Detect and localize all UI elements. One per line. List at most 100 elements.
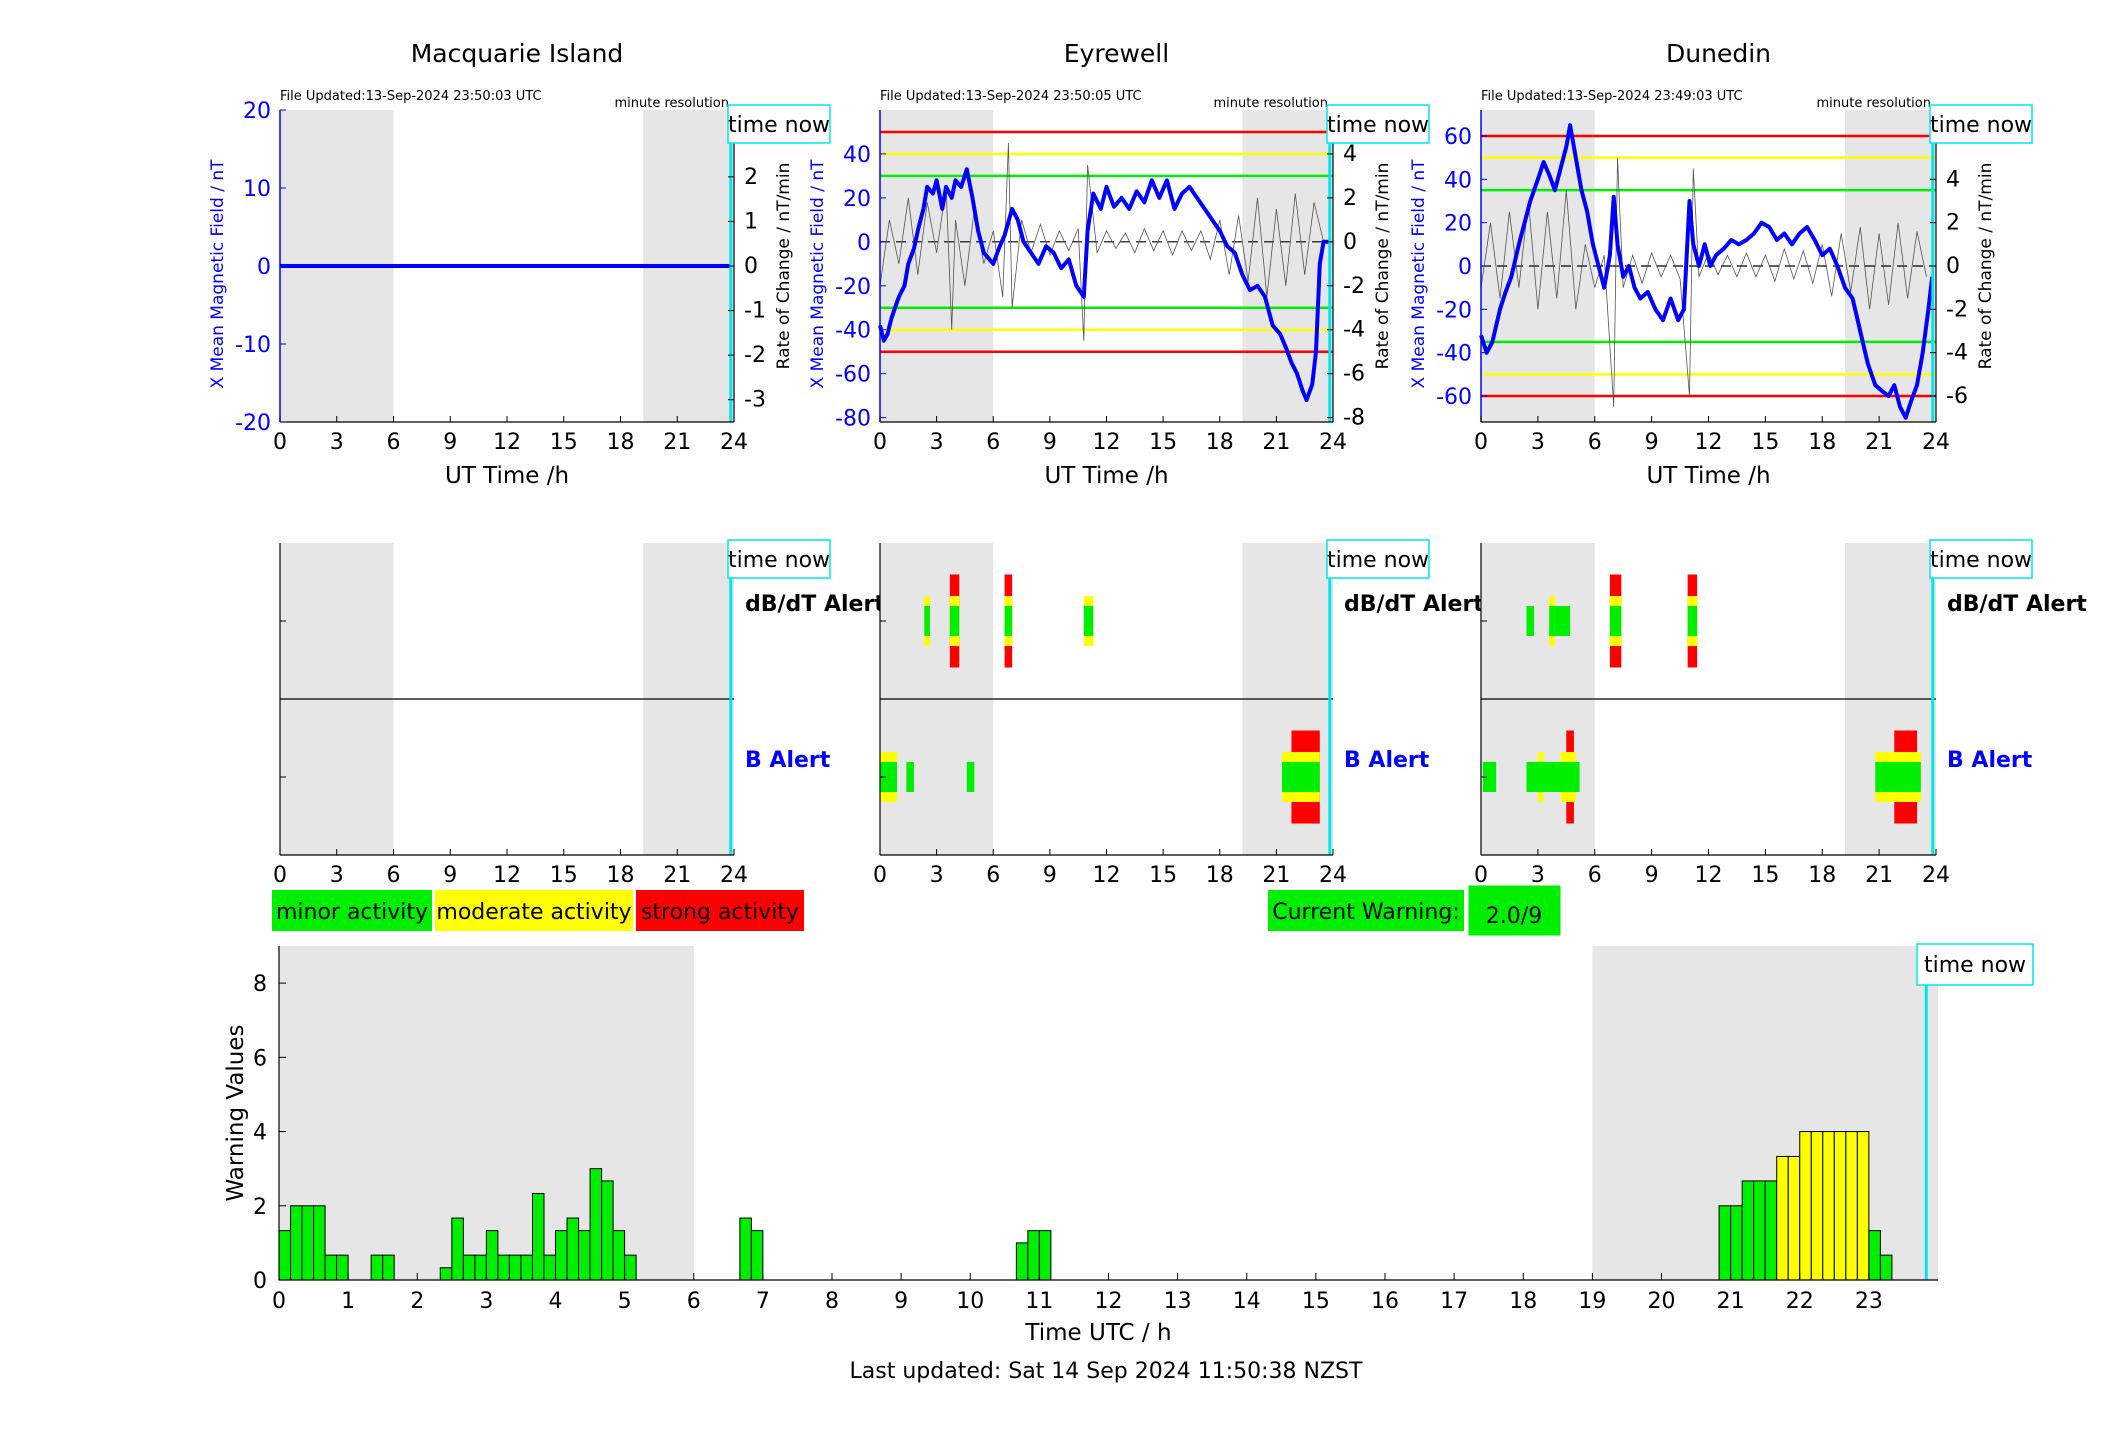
y-tick-label-left: -10	[235, 333, 271, 358]
time-now-box	[1929, 104, 2033, 144]
station-title: Macquarie Island	[411, 39, 624, 68]
warning-bar	[1822, 1131, 1835, 1281]
b-alert-block-level-1	[1482, 762, 1497, 792]
x-tick-label: 4	[549, 1289, 563, 1314]
b-alert-block-level-1	[1526, 762, 1580, 792]
warning-bar	[1038, 1230, 1052, 1281]
y-tick-label-right: -3	[744, 388, 766, 413]
warning-bar	[1868, 1230, 1881, 1281]
x-tick-label: 5	[618, 1289, 632, 1314]
warning-bar	[462, 1254, 476, 1281]
y-axis-label: Warning Values	[223, 1024, 249, 1201]
warning-bar	[520, 1254, 533, 1281]
y-tick-label-left: 40	[1444, 168, 1472, 193]
warning-bar	[474, 1254, 487, 1281]
warning-bar	[1799, 1131, 1812, 1281]
x-tick-label: 0	[273, 863, 287, 888]
x-tick-label: 12	[1093, 430, 1121, 455]
time-now-label: time now	[728, 113, 830, 138]
y-tick-label-right: -2	[1343, 274, 1365, 299]
x-tick-label: 15	[1302, 1289, 1330, 1314]
resolution-text: minute resolution	[1213, 96, 1328, 111]
y-tick-label-right: 2	[744, 165, 758, 190]
x-tick-label: 12	[493, 430, 521, 455]
y-tick-label-left: -60	[835, 363, 871, 388]
dbdt-alert-block-level-1	[1687, 606, 1698, 636]
x-tick-label: 10	[956, 1289, 984, 1314]
b-alert-label: B Alert	[1344, 748, 1430, 773]
dbdt-alert-block-level-1	[1083, 606, 1094, 636]
warning-bar	[336, 1254, 349, 1281]
warning-bar	[555, 1230, 568, 1281]
warning-bar	[313, 1205, 326, 1281]
x-tick-label: 15	[1751, 430, 1779, 455]
warning-bar	[451, 1217, 464, 1281]
x-tick-label: 21	[1262, 430, 1290, 455]
alert-panel-1: 0 3 6 9 12 15 18 21 24 dB/dT Alert B Alert time now	[273, 539, 885, 888]
x-tick-label: 9	[894, 1289, 908, 1314]
warning-bar	[382, 1254, 395, 1281]
x-axis-label: UT Time /h	[1044, 463, 1168, 489]
y-tick-label: 6	[253, 1046, 267, 1071]
b-alert-label: B Alert	[745, 748, 831, 773]
dbdt-alert-block-level-1	[1609, 606, 1622, 636]
dbdt-alert-block-level-1	[1549, 606, 1555, 636]
x-tick-label: 17	[1440, 1289, 1468, 1314]
y-tick-label-left: -40	[1436, 342, 1472, 367]
time-now-label: time now	[1930, 548, 2032, 573]
y-tick-label-right: -2	[1946, 297, 1968, 322]
y-axis-label-right: Rate of Change / nT/min	[1373, 163, 1393, 370]
x-tick-label: 18	[1206, 863, 1234, 888]
x-tick-label: 24	[1319, 863, 1347, 888]
x-tick-label: 16	[1371, 1289, 1399, 1314]
current-warning-value: 2.0/9	[1486, 904, 1542, 929]
y-tick-label-left: 40	[843, 143, 871, 168]
y-tick-label-left: 20	[243, 99, 271, 124]
y-tick-label-right: -2	[744, 343, 766, 368]
b-alert-block-level-1	[966, 762, 975, 792]
x-tick-label: 22	[1786, 1289, 1814, 1314]
x-tick-label: 21	[663, 430, 691, 455]
warning-bar	[1879, 1254, 1893, 1281]
dbdt-alert-block-level-1	[949, 606, 960, 636]
x-tick-label: 11	[1025, 1289, 1053, 1314]
time-now-label: time now	[1930, 113, 2032, 138]
x-tick-label: 6	[387, 863, 401, 888]
x-tick-label: 3	[330, 863, 344, 888]
x-axis-label: UT Time /h	[1646, 463, 1770, 489]
x-tick-label: 9	[1645, 430, 1659, 455]
b-alert-label: B Alert	[1947, 748, 2033, 773]
x-tick-label: 1	[341, 1289, 355, 1314]
b-alert-block-level-1	[906, 762, 914, 792]
y-tick-label: 0	[253, 1269, 267, 1294]
dbdt-alert-block-level-1	[1004, 606, 1013, 636]
warning-bar	[1718, 1205, 1732, 1281]
current-warning-label: Current Warning:	[1272, 900, 1459, 925]
resolution-text: minute resolution	[614, 96, 729, 111]
dbdt-alert-label: dB/dT Alert	[1947, 592, 2087, 617]
resolution-text: minute resolution	[1816, 96, 1931, 111]
warning-bar	[589, 1168, 603, 1281]
y-tick-label-right: -6	[1343, 362, 1365, 387]
warning-bar	[612, 1230, 626, 1281]
b-alert-block-level-1	[880, 762, 897, 792]
x-tick-label: 24	[1922, 863, 1950, 888]
x-tick-label: 2	[410, 1289, 424, 1314]
field-panel-3: 03691215182124-60-40-200204060-6-4-20246…	[1409, 39, 2033, 489]
x-tick-label: 0	[873, 430, 887, 455]
x-tick-label: 12	[1093, 863, 1121, 888]
x-tick-label: 12	[1095, 1289, 1123, 1314]
current-warning-value-box	[1467, 884, 1562, 937]
dbdt-alert-block-level-1	[924, 606, 931, 636]
y-tick-label-left: 0	[857, 231, 871, 256]
y-tick-label-left: -40	[835, 319, 871, 344]
x-tick-label: 19	[1578, 1289, 1606, 1314]
x-tick-label: 6	[986, 430, 1000, 455]
y-tick-label-right: -4	[1946, 341, 1968, 366]
warning-bar	[601, 1180, 614, 1281]
y-tick-label-left: 20	[1444, 212, 1472, 237]
field-line	[878, 167, 1332, 402]
x-tick-label: 3	[330, 430, 344, 455]
x-tick-label: 9	[443, 863, 457, 888]
